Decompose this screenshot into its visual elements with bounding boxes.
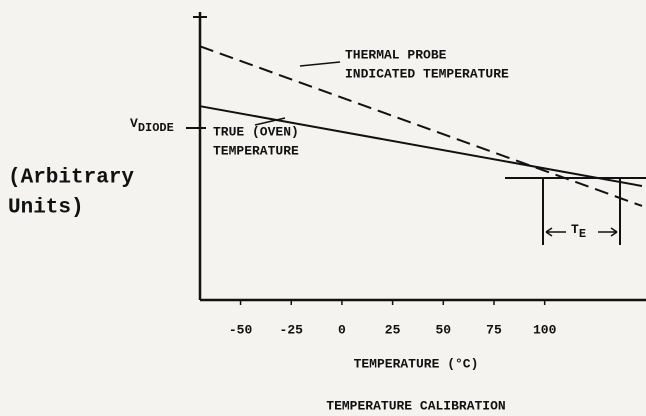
series-label: TRUE (OVEN) <box>213 124 299 139</box>
label-leader <box>299 61 341 67</box>
bracket-arrow <box>545 227 618 237</box>
chart-title: TEMPERATURE CALIBRATION <box>326 398 505 413</box>
x-tick-label: 75 <box>486 322 502 337</box>
x-tick-label: -50 <box>229 322 253 337</box>
series-label: INDICATED TEMPERATURE <box>345 66 509 81</box>
x-tick-label: 0 <box>338 322 346 337</box>
x-tick-label: 100 <box>533 322 557 337</box>
annotation-sub: E <box>579 227 586 241</box>
annotation: TE <box>571 222 586 241</box>
data-line <box>199 105 643 187</box>
series-label: THERMAL PROBE <box>345 47 447 62</box>
annotation-main: T <box>571 222 579 237</box>
x-tick-label: 50 <box>435 322 451 337</box>
y-units: Units) <box>8 197 84 220</box>
x-tick-label: 25 <box>385 322 401 337</box>
x-label: TEMPERATURE (°C) <box>354 356 479 371</box>
x-tick-label: -25 <box>280 322 304 337</box>
label-leader <box>254 117 286 126</box>
y-units: (Arbitrary <box>8 167 134 190</box>
series-label: TEMPERATURE <box>213 143 299 158</box>
data-line <box>199 45 643 207</box>
y-label-main: V <box>130 116 138 131</box>
y-label-sub: DIODE <box>138 121 174 135</box>
y-label: VDIODE <box>130 116 174 135</box>
